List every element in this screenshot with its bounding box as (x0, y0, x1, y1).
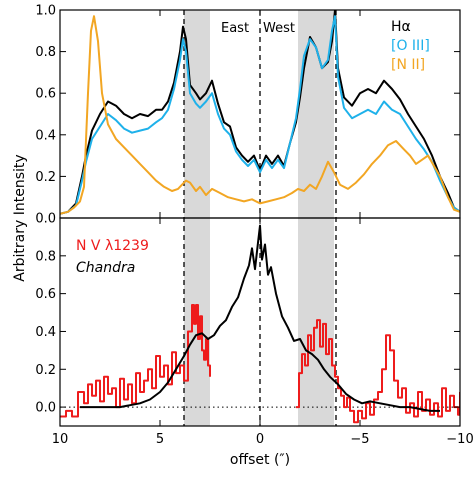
x-axis-title: offset (″) (230, 452, 290, 468)
y-tick-label-panel1: 0.4 (35, 128, 56, 143)
series-line-panel2-1-seg1 (60, 304, 211, 418)
legend-entry-top-3: [N II] (391, 57, 425, 73)
x-tick-label: −5 (350, 432, 369, 447)
series-line-panel1-3 (60, 15, 460, 215)
y-tick-label-panel2: 0.8 (35, 249, 56, 264)
legend-entry-top-1: Hα (391, 19, 411, 35)
x-tick-label: 5 (156, 432, 164, 447)
y-tick-label-panel1: 0.2 (35, 170, 56, 185)
legend-entry-bottom-1: N V λ1239 (76, 238, 149, 254)
series-line-panel2-1-seg2 (296, 319, 460, 424)
legend-entry-top-2: [O III] (391, 38, 430, 54)
direction-label-west: West (263, 21, 295, 36)
y-axis-title: Arbitrary Intensity (12, 154, 28, 281)
x-tick-label: −10 (446, 432, 473, 447)
x-tick-label: 0 (256, 432, 264, 447)
y-tick-label-panel2: 0.6 (35, 287, 56, 302)
series-line-panel1-1 (60, 10, 460, 215)
legend-entry-bottom-2: Chandra (76, 260, 135, 276)
y-tick-label-panel2: 0.0 (35, 401, 56, 416)
y-tick-label-panel1: 0.8 (35, 45, 56, 60)
y-tick-label-panel1: 0.0 (35, 212, 56, 227)
x-tick-label: 10 (52, 432, 69, 447)
y-tick-label-panel2: 0.2 (35, 363, 56, 378)
series-line-panel2-2 (80, 224, 440, 412)
y-tick-label-panel2: 0.4 (35, 325, 56, 340)
y-tick-label-panel1: 0.6 (35, 87, 56, 102)
direction-label-east: East (221, 21, 249, 36)
series-line-panel1-2 (60, 15, 460, 215)
y-tick-label-panel1: 1.0 (35, 4, 56, 19)
